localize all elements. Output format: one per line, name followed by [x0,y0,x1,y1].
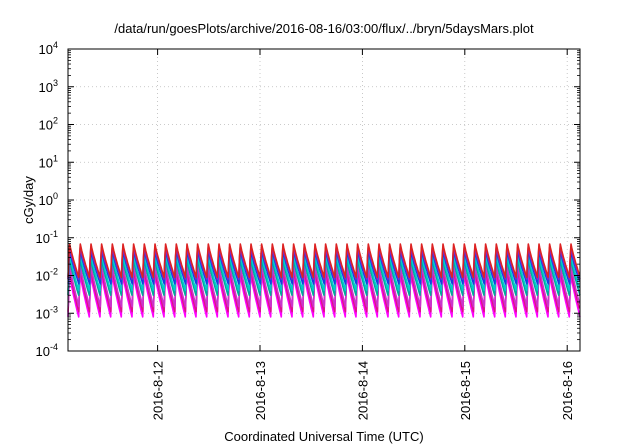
y-tick-label: 101 [39,153,58,170]
x-tick-label: 2016-8-13 [253,361,268,420]
x-tick-label: 2016-8-12 [151,361,166,420]
y-tick-label: 100 [39,191,58,208]
data-series [67,243,581,318]
series-line [67,265,581,308]
x-tick-label: 2016-8-14 [355,361,370,420]
y-tick-label: 10-3 [36,304,58,321]
x-tick-label: 2016-8-15 [458,361,473,420]
x-tick-label: 2016-8-16 [560,361,575,420]
series-line [67,273,581,318]
chart-title: /data/run/goesPlots/archive/2016-08-16/0… [114,21,534,36]
series-line [67,249,581,285]
y-tick-label: 103 [39,78,58,95]
x-tick-labels: 2016-8-12 2016-8-13 2016-8-14 2016-8-15 2016… [151,361,576,420]
series-line [67,269,581,313]
y-axis-label: cGy/day [21,176,36,224]
y-tick-label: 102 [39,116,58,133]
y-tick-label: 10-1 [36,229,58,246]
axis-ticks [68,48,580,352]
y-tick-label: 10-2 [36,267,58,284]
y-tick-labels: 10-4 10-3 10-2 10-1 100 101 102 103 104 [36,40,58,359]
series-line [67,246,581,280]
y-tick-label: 10-4 [36,342,58,359]
series-line [67,254,581,292]
x-axis-label: Coordinated Universal Time (UTC) [224,429,423,444]
y-tick-label: 104 [39,40,58,57]
series-line [67,243,581,278]
series-line [67,258,581,296]
